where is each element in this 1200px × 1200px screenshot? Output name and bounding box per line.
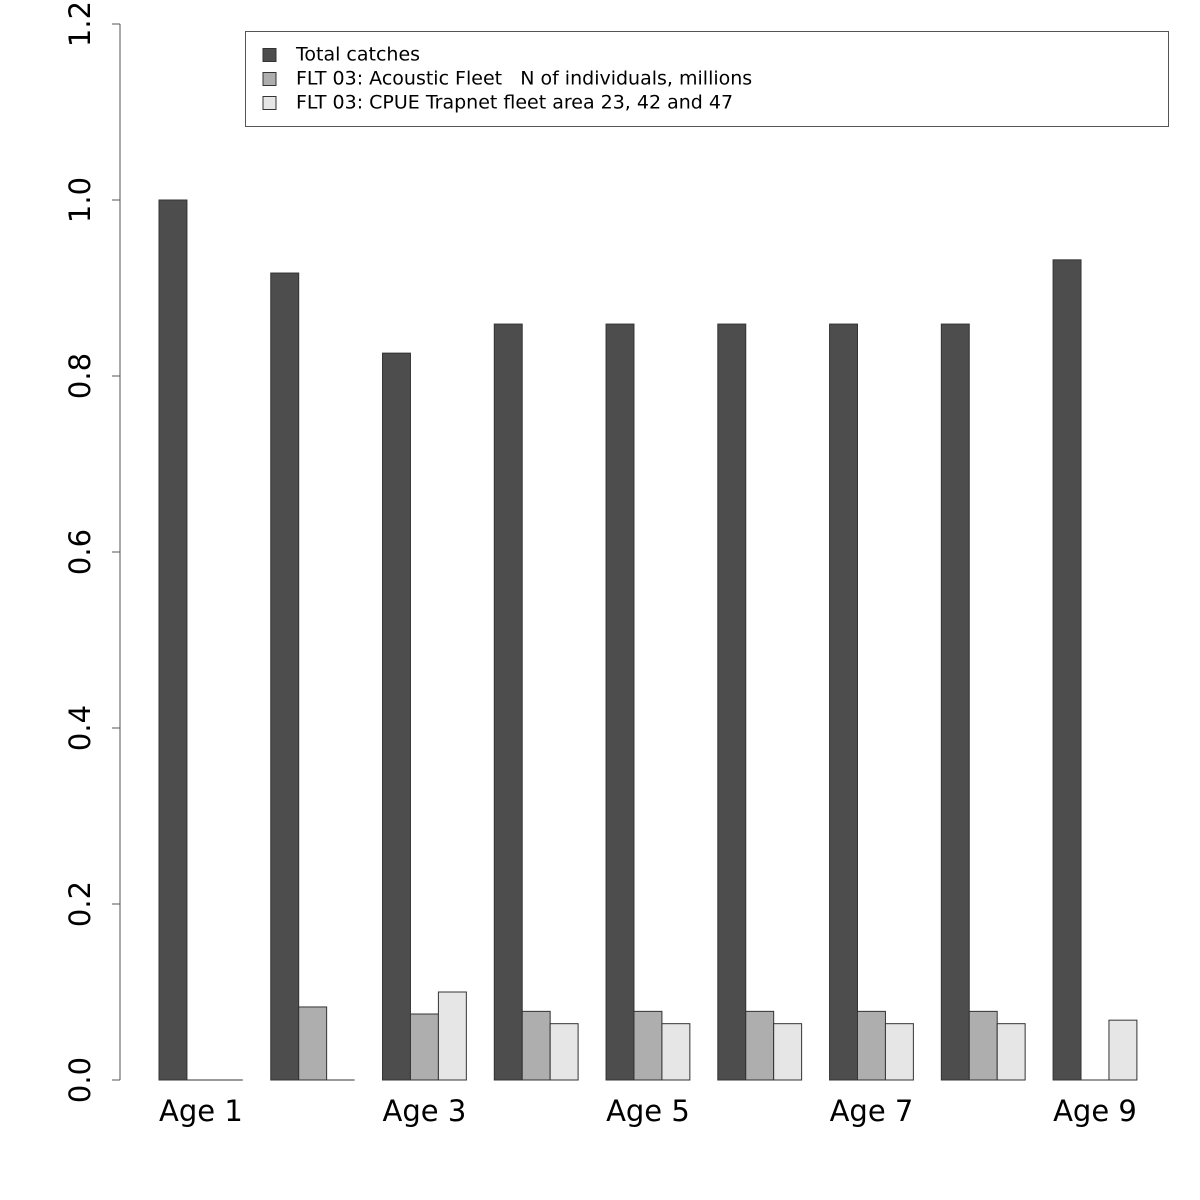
bar: [382, 352, 411, 1081]
y-tick-label: 0.8: [63, 353, 97, 399]
bar: [549, 1023, 579, 1081]
legend-swatch: [262, 48, 277, 62]
x-tick-label: Age 1: [159, 1094, 243, 1128]
legend-swatch: [262, 96, 277, 110]
bar: [968, 1010, 998, 1081]
bar: [745, 1010, 775, 1081]
bar: [1052, 259, 1082, 1081]
bar: [884, 1023, 914, 1081]
bar: [633, 1010, 663, 1081]
bar: [298, 1006, 328, 1081]
x-tick-label: Age 7: [830, 1094, 914, 1128]
bar: [773, 1023, 803, 1081]
bar: [1108, 1019, 1138, 1081]
bar: [829, 323, 858, 1081]
x-tick-label: Age 9: [1053, 1094, 1137, 1128]
legend-label: FLT 03: Acoustic Fleet N of individuals,…: [296, 68, 752, 90]
bar: [270, 272, 300, 1081]
legend-label: FLT 03: CPUE Trapnet fleet area 23, 42 a…: [296, 92, 733, 114]
bar: [996, 1023, 1026, 1081]
y-tick-label: 0.4: [63, 705, 97, 751]
bar: [521, 1010, 551, 1081]
legend-box: [245, 31, 1169, 127]
legend-swatch: [262, 72, 277, 86]
bar: [717, 323, 747, 1081]
bar: [437, 991, 467, 1081]
y-tick-label: 0.0: [63, 1057, 97, 1103]
x-tick-label: Age 3: [383, 1094, 467, 1128]
bar: [158, 199, 188, 1081]
bar: [661, 1023, 691, 1081]
bar: [605, 323, 635, 1081]
y-tick-label: 1.0: [63, 177, 97, 223]
bar: [857, 1010, 886, 1081]
legend-label: Total catches: [295, 44, 420, 66]
bar: [940, 323, 970, 1081]
x-tick-label: Age 5: [606, 1094, 690, 1128]
bar: [493, 323, 523, 1081]
y-tick-label: 0.6: [63, 529, 97, 575]
bar: [409, 1013, 439, 1081]
y-tick-label: 1.2: [63, 1, 97, 47]
y-tick-label: 0.2: [63, 881, 97, 927]
